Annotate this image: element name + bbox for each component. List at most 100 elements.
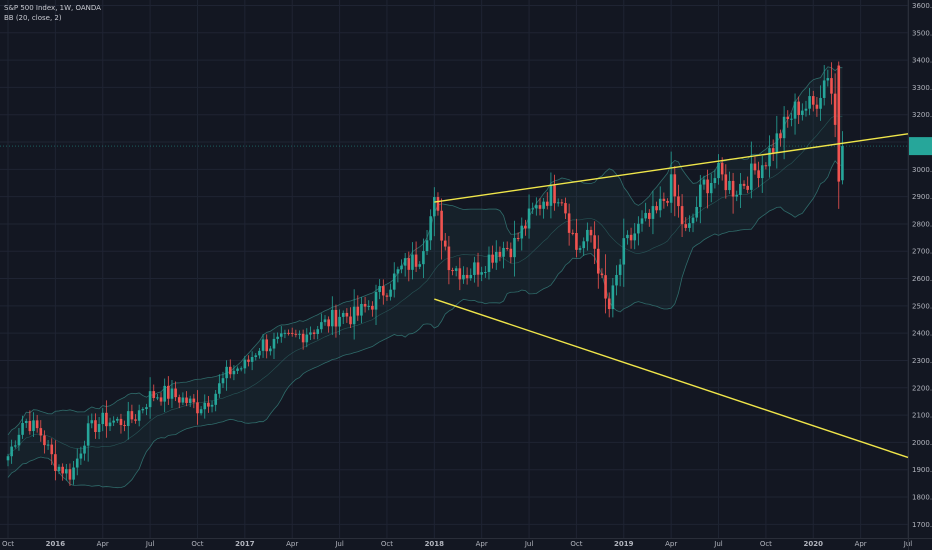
candle-body [640, 218, 644, 224]
y-tick-label: 2300.0 [912, 357, 932, 365]
x-tick-label: Oct [381, 540, 393, 548]
candle-body [637, 223, 640, 234]
candle-body [243, 359, 247, 369]
candle-body [822, 80, 826, 98]
candle-body [833, 93, 837, 125]
candle-body [626, 234, 629, 239]
x-tick-label: Jul [524, 540, 534, 548]
candle-body [422, 251, 425, 265]
candle-body [254, 355, 258, 358]
candle-body [177, 397, 181, 403]
candle-body [484, 272, 487, 274]
candle-body [669, 174, 673, 203]
y-tick-label: 3500.0 [912, 29, 932, 37]
candle-body [21, 423, 24, 435]
candle-body [469, 274, 473, 279]
candle-body [753, 163, 757, 171]
x-tick-label: Oct [191, 540, 203, 548]
candle-body [276, 336, 279, 339]
candle-body [604, 275, 607, 299]
candle-body [54, 454, 57, 471]
candle-body [830, 78, 833, 94]
candle-body [596, 248, 600, 274]
candle-body [261, 339, 265, 351]
candle-body [841, 146, 844, 181]
x-tick-label: Apr [286, 540, 298, 548]
candle-body [666, 200, 669, 203]
x-tick-label: 2019 [614, 540, 634, 548]
candle-body [79, 453, 83, 459]
y-tick-label: 2600.0 [912, 275, 932, 283]
candle-body [567, 213, 571, 233]
candle-body [13, 445, 17, 447]
candle-body [607, 298, 611, 310]
candle-body [130, 411, 134, 420]
candle-body [706, 179, 709, 194]
candle-body [502, 247, 505, 257]
candle-body [214, 393, 217, 405]
candle-body [487, 254, 491, 273]
candle-body [269, 348, 272, 352]
candle-body [600, 273, 604, 276]
x-tick-label: Jul [713, 540, 723, 548]
candle-body [170, 388, 174, 399]
candle-body [564, 203, 567, 214]
candle-body [673, 174, 677, 197]
candle-body [228, 366, 232, 375]
candle-body [454, 268, 458, 271]
candle-body [837, 65, 841, 182]
candle-body [520, 225, 524, 239]
candle-body [141, 409, 145, 411]
y-tick-label: 2900.0 [912, 193, 932, 201]
candle-body [436, 197, 440, 211]
candle-body [39, 428, 43, 436]
candle-body [826, 78, 830, 81]
candle-body [108, 422, 112, 427]
y-tick-label: 3000.0 [912, 166, 932, 174]
x-tick-label: 2017 [235, 540, 255, 548]
candle-body [10, 446, 13, 457]
candle-body [411, 254, 414, 270]
candle-body [757, 170, 760, 179]
candle-body [232, 370, 236, 375]
candle-body [582, 241, 586, 249]
candle-body [265, 339, 269, 352]
candle-body [126, 411, 130, 426]
candle-body [735, 194, 739, 197]
candle-body [192, 398, 196, 403]
candle-body [535, 205, 538, 209]
candle-body [739, 183, 742, 195]
y-tick-label: 3200.0 [912, 111, 932, 119]
candle-body [513, 237, 516, 258]
candle-body [389, 289, 392, 297]
candle-body [724, 174, 728, 191]
candle-body [86, 423, 90, 446]
candle-body [418, 264, 422, 267]
candle-body [203, 402, 207, 410]
candle-body [709, 183, 713, 194]
candle-body [491, 254, 494, 263]
candle-body [691, 217, 695, 224]
candle-body [43, 435, 46, 446]
candle-body [538, 205, 542, 209]
x-tick-label: Apr [855, 540, 867, 548]
candle-body [116, 418, 119, 421]
candle-body [320, 322, 323, 330]
candle-body [742, 183, 746, 186]
candle-body [542, 201, 545, 209]
candle-body [451, 270, 454, 272]
candle-body [819, 97, 822, 109]
y-tick-label: 2200.0 [912, 384, 932, 392]
bollinger-lower [7, 160, 843, 489]
candle-body [688, 223, 691, 228]
candle-body [790, 118, 793, 120]
candle-body [101, 412, 105, 425]
candle-body [440, 210, 443, 241]
candle-body [283, 332, 287, 334]
candle-body [338, 316, 341, 327]
trendline [434, 298, 909, 459]
candle-body [516, 237, 520, 239]
candle-body [363, 303, 367, 307]
candle-body [662, 198, 666, 201]
